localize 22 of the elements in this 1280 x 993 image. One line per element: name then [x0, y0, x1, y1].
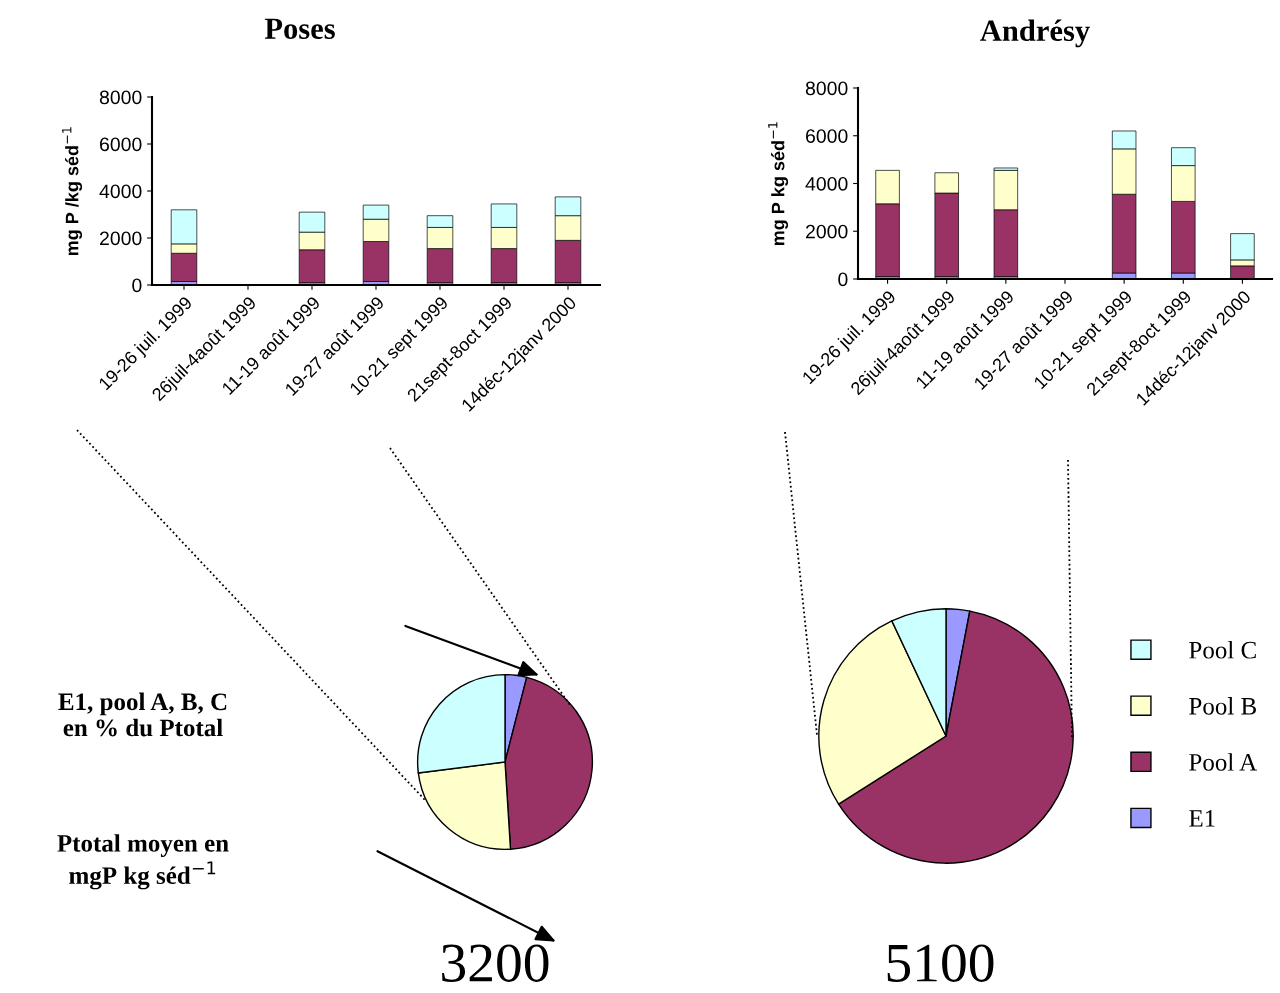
legend-label: Pool B [1189, 697, 1256, 715]
y-tick-label: 2000 [100, 231, 142, 246]
chart-title: Poses [264, 18, 335, 39]
y-tick-label: 6000 [806, 129, 848, 143]
chart-title: Andrésy [980, 19, 1090, 48]
y-tick-label: 4000 [99, 184, 142, 199]
y-axis-title: mg P /kg séd$^{−1}$ [62, 127, 83, 256]
y-tick-label: 8000 [99, 90, 142, 105]
y-tick-label: 0 [838, 272, 848, 287]
y-tick-label: 0 [132, 278, 142, 293]
text: E1, pool A, B, C en % du Ptotal [58, 692, 227, 737]
legend-label: Pool A [1189, 753, 1258, 771]
y-tick-label: 4000 [805, 176, 848, 191]
text: Ptotal moyen en mgP kg séd$^{−1}$ [57, 834, 229, 890]
legend-label: E1 [1189, 810, 1215, 827]
y-tick-label: 8000 [805, 81, 848, 96]
y-axis-title: mg P kg séd$^{−1}$ [768, 122, 789, 246]
y-tick-label: 6000 [100, 137, 142, 152]
legend-label: Pool C [1189, 641, 1256, 659]
text: 5100 [887, 944, 994, 982]
y-tick-label: 2000 [806, 224, 848, 239]
text: 3200 [442, 944, 549, 982]
